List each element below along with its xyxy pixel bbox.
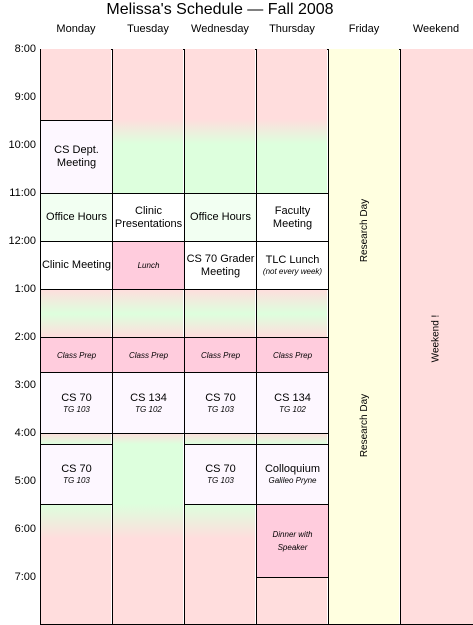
event-title: Faculty Meeting (272, 204, 313, 230)
day-header: Wednesday (191, 23, 249, 35)
event-title: CS 70 Grader Meeting (186, 252, 255, 278)
event: Class Prep (40, 337, 113, 373)
time-label: 8:00 (14, 43, 36, 55)
event: Colloquium Galileo Pryne (256, 444, 329, 505)
day-header: Weekend (412, 23, 460, 35)
event: Faculty Meeting (256, 193, 329, 242)
event-subtitle: TG 103 (63, 404, 90, 414)
time-label: 6:00 (14, 523, 36, 535)
event: Clinic Presentations (112, 193, 185, 242)
event: Clinic Meeting (40, 241, 113, 290)
event-title: Clinic Meeting (41, 259, 112, 271)
event: Dinner with Speaker (256, 504, 329, 578)
event-subtitle: TG 103 (207, 404, 234, 414)
day-header: Monday (56, 23, 96, 35)
time-label: 5:00 (14, 475, 36, 487)
event: Class Prep (256, 337, 329, 373)
day-header: Friday (348, 23, 380, 35)
event: Lunch (112, 241, 185, 290)
event-subtitle: TG 102 (279, 404, 306, 414)
event-title: Class Prep (200, 350, 241, 360)
event: Office Hours (40, 193, 113, 242)
event-title: Clinic Presentations (114, 204, 183, 230)
friday-column (328, 49, 399, 624)
time-label: 3:00 (14, 379, 36, 391)
time-label: 11:00 (9, 187, 36, 199)
event-title: CS 134 (130, 391, 167, 404)
event-title: CS 134 (274, 391, 311, 404)
event-title: Colloquium (264, 463, 321, 475)
event-title: Class Prep (272, 350, 313, 360)
day-header: Thursday (269, 23, 315, 35)
friday-label: Research Day (358, 198, 370, 262)
event: CS 70 TG 103 (184, 444, 257, 505)
event: CS 134 TG 102 (112, 372, 185, 434)
event-title: Class Prep (128, 350, 169, 360)
event-title: TLC Lunch (265, 254, 320, 266)
title: Melissa's Schedule — Fall 2008 (106, 1, 334, 18)
event: Office Hours (184, 193, 257, 242)
event-title: Office Hours (46, 211, 107, 223)
time-label: 7:00 (14, 571, 36, 583)
time-label: 10:00 (8, 139, 36, 151)
event: CS Dept. Meeting (40, 120, 113, 194)
event-subtitle: TG 103 (207, 476, 234, 485)
event: CS 70 TG 103 (184, 372, 257, 434)
event-subtitle: (not every week) (262, 267, 323, 276)
event-title: CS 70 (205, 463, 236, 475)
event: CS 134 TG 102 (256, 372, 329, 434)
weekend-column (400, 49, 473, 624)
event: CS 70 TG 103 (40, 372, 113, 434)
time-label: 12:00 (8, 235, 36, 247)
day-column (112, 49, 183, 624)
event-title: CS 70 (61, 463, 92, 475)
event: CS 70 Grader Meeting (184, 241, 257, 290)
friday-label: Research Day (358, 393, 370, 457)
event-title: Class Prep (56, 350, 97, 360)
time-label: 9:00 (14, 91, 36, 103)
event: TLC Lunch (not every week) (256, 241, 329, 290)
weekend-label: Weekend ! (430, 314, 442, 362)
event-title: CS Dept. Meeting (54, 144, 99, 169)
event-title: Lunch (137, 261, 160, 270)
time-label: 2:00 (14, 331, 36, 343)
event-title: CS 70 (61, 391, 92, 404)
event-subtitle: TG 102 (135, 404, 162, 414)
event: CS 70 TG 103 (40, 444, 113, 505)
time-label: 1:00 (14, 283, 36, 295)
event-title: Office Hours (190, 211, 251, 223)
event: Class Prep (112, 337, 185, 373)
time-label: 4:00 (14, 427, 36, 439)
event-title: CS 70 (205, 391, 236, 404)
event-title: Dinner with Speaker (272, 530, 313, 552)
day-column (184, 49, 255, 624)
event: Class Prep (184, 337, 257, 373)
day-header: Tuesday (127, 23, 169, 35)
event-subtitle: Galileo Pryne (268, 476, 317, 485)
event-subtitle: TG 103 (63, 476, 90, 485)
